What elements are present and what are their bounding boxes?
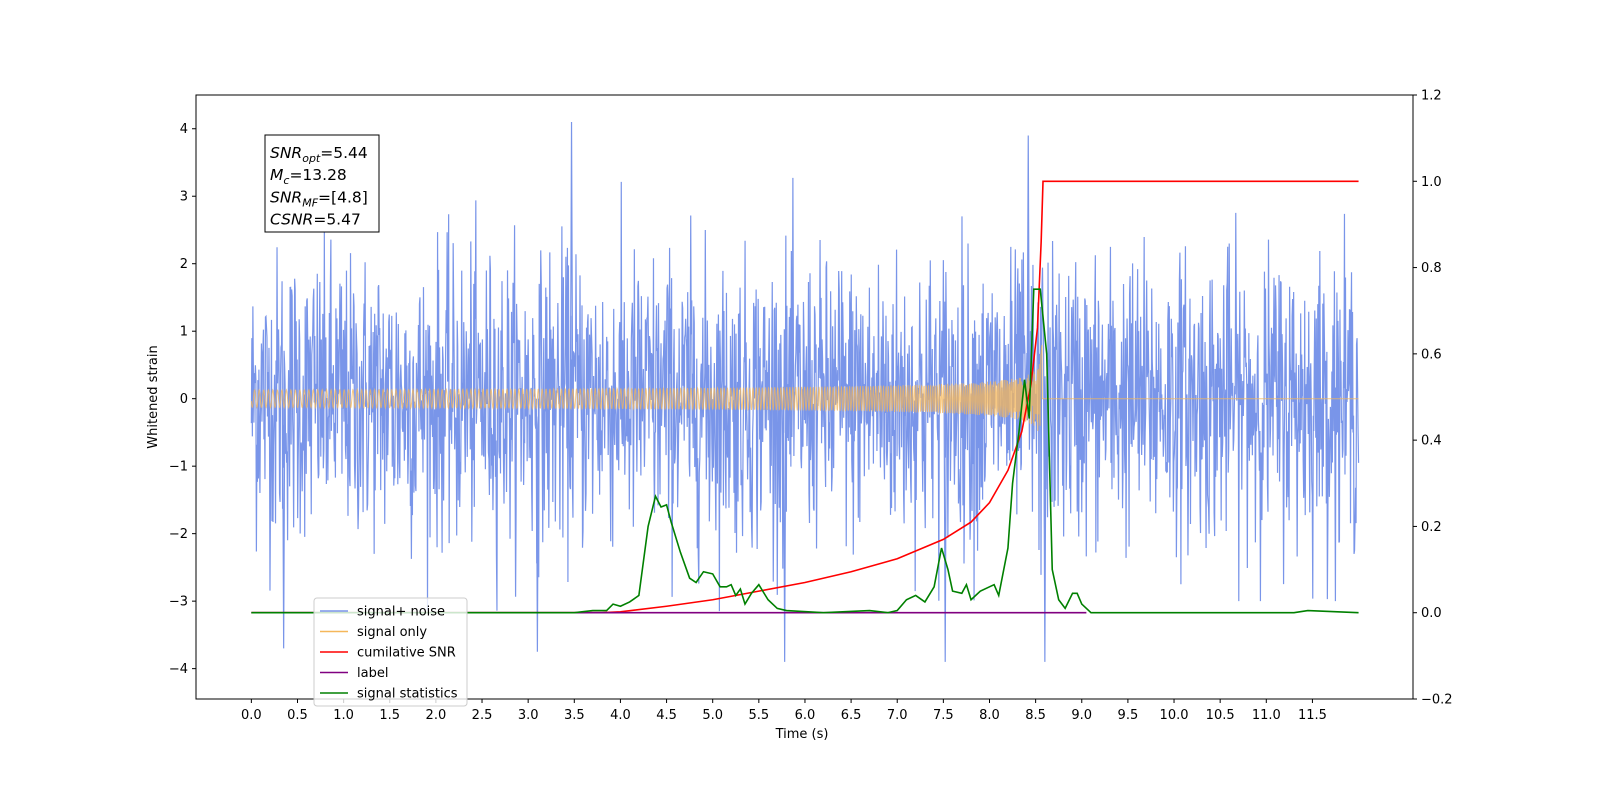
x-tick-label: 4.5 [656, 708, 677, 723]
info-line: Mc=13.28 [270, 166, 347, 187]
series-signal-noise [250, 121, 1360, 662]
legend-label: label [357, 666, 388, 681]
y2-tick-label: 0.0 [1421, 606, 1442, 621]
x-tick-label: 2.5 [472, 708, 493, 723]
y2-tick-label: 0.2 [1421, 520, 1442, 535]
x-tick-label: 6.0 [795, 708, 816, 723]
noise-spike [535, 398, 540, 652]
x-tick-label: 3.5 [564, 708, 585, 723]
x-tick-label: 7.0 [887, 708, 908, 723]
x-tick-label: 5.0 [702, 708, 723, 723]
x-tick-label: 8.5 [1025, 708, 1046, 723]
series-layer [250, 121, 1360, 662]
noise-spike [1043, 398, 1047, 662]
x-axis: 0.0 0.5 1.0 1.5 2.0 2.5 3.0 3.5 4.0 4.5 5.0 5.5 6.0 6… [241, 699, 1327, 723]
x-tick-label: 9.0 [1071, 708, 1092, 723]
noise-spike [569, 121, 574, 399]
y-tick-label: −2 [169, 527, 188, 542]
y-axis-label: Whitened strain [146, 345, 161, 448]
info-line: CSNR=5.47 [270, 211, 361, 229]
noise-spike [281, 398, 286, 649]
y-tick-label: −3 [169, 595, 188, 610]
y-tick-label: 0 [180, 392, 188, 407]
legend-label: signal statistics [357, 687, 458, 702]
y-axis-right: −0.2 0.0 0.2 0.4 0.6 0.8 1.0 1.2 [1413, 89, 1453, 708]
y-axis-left: −4 −3 −2 −1 0 1 2 3 4 [169, 122, 196, 677]
series-signal-only [250, 344, 1359, 432]
legend: signal+ noise signal only cumilative SNR la… [313, 597, 468, 707]
series-line [251, 288, 1359, 614]
info-line: SNRopt=5.44 [270, 144, 368, 165]
y-tick-label: 3 [180, 190, 188, 205]
noise-spike [943, 398, 947, 662]
y2-tick-label: 0.4 [1421, 434, 1442, 449]
x-tick-label: 0.5 [287, 708, 308, 723]
y2-tick-label: 0.8 [1421, 261, 1442, 276]
series-cumilative-snr [251, 180, 1359, 614]
x-tick-label: 8.0 [979, 708, 1000, 723]
y2-tick-label: 0.6 [1421, 347, 1442, 362]
series-line [251, 180, 1359, 614]
x-tick-label: 2.0 [426, 708, 447, 723]
x-tick-label: 11.0 [1252, 708, 1281, 723]
x-tick-label: 5.5 [748, 708, 769, 723]
x-tick-label: 0.0 [241, 708, 262, 723]
noise-spike [782, 398, 787, 662]
noise-spike [1026, 135, 1030, 399]
x-tick-label: 3.0 [518, 708, 539, 723]
y2-tick-label: 1.0 [1421, 175, 1442, 190]
x-tick-label: 1.0 [333, 708, 354, 723]
y2-tick-label: −0.2 [1421, 693, 1453, 708]
y-tick-label: −1 [169, 460, 188, 475]
legend-label: signal+ noise [357, 605, 445, 620]
info-box-frame [264, 134, 380, 233]
legend-label: cumilative SNR [357, 646, 456, 661]
x-tick-label: 11.5 [1298, 708, 1327, 723]
y2-tick-label: 1.2 [1421, 89, 1442, 104]
series-signal-statistics [251, 288, 1359, 614]
noise-line [250, 177, 1360, 612]
y-tick-label: 2 [180, 257, 188, 272]
y-tick-label: 1 [180, 325, 188, 340]
legend-frame [313, 597, 468, 707]
x-tick-label: 6.5 [841, 708, 862, 723]
x-tick-label: 10.5 [1206, 708, 1235, 723]
x-tick-label: 9.5 [1118, 708, 1139, 723]
legend-label: signal only [357, 625, 427, 640]
y-tick-label: 4 [180, 122, 188, 137]
x-tick-label: 4.0 [610, 708, 631, 723]
x-tick-label: 1.5 [379, 708, 400, 723]
signal-line [250, 344, 1359, 432]
y-tick-label: −4 [169, 662, 188, 677]
x-axis-label: Time (s) [775, 727, 829, 742]
x-tick-label: 7.5 [933, 708, 954, 723]
x-tick-label: 10.0 [1160, 708, 1189, 723]
info-line: SNRMF=[4.8] [270, 188, 368, 209]
